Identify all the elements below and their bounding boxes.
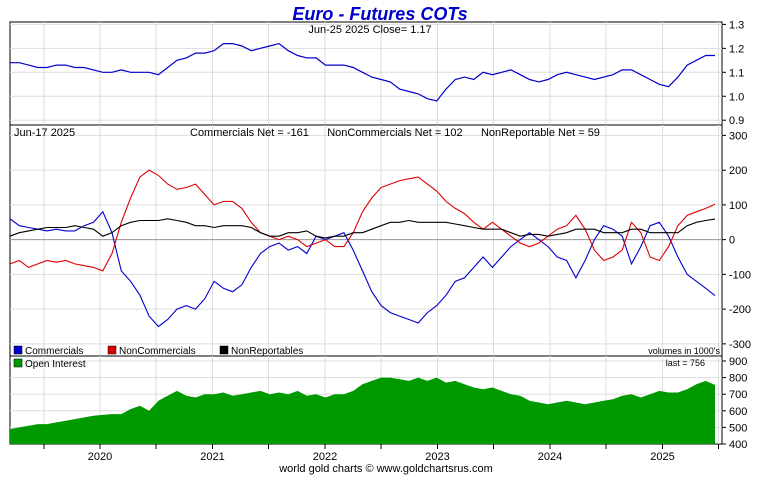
chart-footer: world gold charts © www.goldchartsrus.co…	[278, 463, 493, 475]
legend-label-commercials: Commercials	[25, 346, 83, 357]
legend-label-nonreportables: NonReportables	[231, 346, 303, 357]
y-tick-label: 1.1	[729, 67, 744, 79]
y-tick-label: 400	[729, 439, 747, 451]
y-tick-label: 200	[729, 165, 747, 177]
y-tick-label: 0	[729, 235, 735, 247]
price-panel: Jun-25 2025 Close= 1.17 0.9 1.0 1.1 1.2 1.3	[9, 19, 744, 127]
y-tick-label: 500	[729, 422, 747, 434]
legend-label-noncommercials: NonCommercials	[119, 346, 196, 357]
net-positions-panel: Jun-17 2025 Commercials Net = -161 NonCo…	[9, 124, 751, 357]
oi-last-label: last = 756	[666, 358, 705, 368]
x-tick-label: 2023	[425, 451, 449, 463]
open-interest-area	[10, 377, 715, 444]
noncommercials-line	[9, 169, 716, 272]
y-tick-label: 600	[729, 406, 747, 418]
legend-label-open-interest: Open Interest	[25, 359, 86, 370]
x-tick-label: 2024	[538, 451, 562, 463]
y-tick-label: 300	[729, 130, 747, 142]
net-panel-frame	[9, 124, 723, 357]
net-header-date: Jun-17 2025	[14, 127, 75, 139]
legend-swatch-noncommercials	[107, 345, 117, 355]
price-header: Jun-25 2025 Close= 1.17	[308, 24, 431, 36]
y-tick-label: -200	[729, 304, 751, 316]
net-y-axis: 300 200 100 0 -100 -200 -300	[722, 130, 751, 351]
y-tick-label: 1.0	[729, 91, 744, 103]
y-tick-label: 1.3	[729, 19, 744, 31]
y-tick-label: 800	[729, 373, 747, 385]
net-header-stats: Commercials Net = -161 NonCommercials Ne…	[190, 127, 600, 139]
legend-swatch-open-interest	[13, 358, 23, 368]
x-tick-label: 2020	[88, 451, 112, 463]
commercials-line	[9, 210, 716, 328]
legend-swatch-commercials	[13, 345, 23, 355]
nonreportables-line	[9, 218, 716, 239]
price-line	[10, 42, 715, 102]
price-y-axis: 0.9 1.0 1.1 1.2 1.3	[722, 19, 744, 127]
volumes-note: volumes in 1000's	[648, 346, 720, 356]
y-tick-label: -300	[729, 339, 751, 351]
net-panel-grid	[10, 125, 722, 356]
oi-y-axis: 900 800 700 600 500 400	[722, 356, 747, 451]
y-tick-label: 700	[729, 389, 747, 401]
net-legend: Commercials NonCommercials NonReportable…	[13, 345, 303, 357]
y-tick-label: 100	[729, 200, 747, 212]
y-tick-label: 900	[729, 356, 747, 368]
y-tick-label: -100	[729, 269, 751, 281]
price-panel-grid	[10, 22, 722, 125]
legend-swatch-nonreportables	[219, 345, 229, 355]
x-tick-label: 2022	[313, 451, 337, 463]
y-tick-label: 0.9	[729, 115, 744, 127]
x-axis-years: 2020 2021 2022 2023 2024 2025	[43, 444, 719, 463]
chart-title: Euro - Futures COTs	[292, 4, 467, 24]
y-tick-label: 1.2	[729, 43, 744, 55]
x-tick-label: 2025	[650, 451, 674, 463]
open-interest-panel: Open Interest last = 756 900 800 700 600 500…	[9, 355, 747, 463]
x-tick-label: 2021	[200, 451, 224, 463]
